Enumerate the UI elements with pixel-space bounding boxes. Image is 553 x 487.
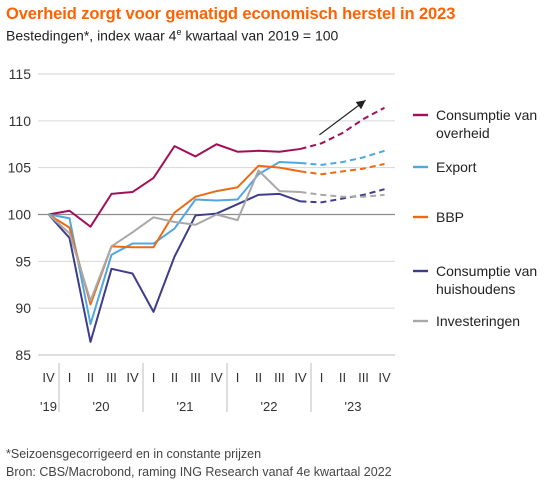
- subtitle-superscript: e: [176, 27, 182, 37]
- legend-label-3-1: huishoudens: [436, 281, 515, 297]
- chart-subtitle: Bestedingen*, index waar 4e kwartaal van…: [6, 27, 338, 44]
- legend-label-3-0: Consumptie van: [436, 263, 537, 279]
- x-quarter-label-5: I: [152, 370, 156, 385]
- series-forecast-line-1: [300, 149, 385, 166]
- x-quarter-label-2: II: [87, 370, 94, 385]
- trend-arrow-head: [355, 100, 366, 110]
- x-quarter-label-12: IV: [294, 370, 307, 385]
- series-forecast-line-3: [300, 188, 385, 204]
- y-tick-label-90: 90: [15, 300, 31, 316]
- x-quarter-label-14: II: [339, 370, 346, 385]
- x-quarter-label-15: III: [358, 370, 369, 385]
- trend-arrow-shaft: [319, 99, 366, 136]
- x-year-label-1: '20: [93, 399, 110, 414]
- legend-label-1-0: Export: [436, 159, 477, 175]
- x-quarter-label-8: IV: [210, 370, 223, 385]
- footnote-adjustment: *Seizoensgecorrigeerd en in constante pr…: [6, 447, 262, 461]
- series-forecast-line-2: [300, 162, 385, 176]
- series-forecast-line-0: [300, 106, 385, 150]
- x-year-label-3: '22: [261, 399, 278, 414]
- series-line-3: [47, 192, 301, 343]
- x-quarter-label-13: I: [320, 370, 324, 385]
- x-year-label-0: '19: [40, 399, 57, 414]
- subtitle-text: Bestedingen*, index waar 4: [6, 27, 177, 44]
- series-line-0: [48, 143, 301, 228]
- y-tick-label-95: 95: [15, 253, 31, 269]
- x-quarter-label-16: IV: [378, 370, 391, 385]
- series-line-2: [47, 164, 301, 306]
- footnote-source: Bron: CBS/Macrobond, raming ING Research…: [6, 465, 392, 479]
- x-quarter-label-10: II: [255, 370, 262, 385]
- legend-label-2-0: BBP: [436, 209, 464, 225]
- x-quarter-label-4: IV: [126, 370, 139, 385]
- legend-label-0-1: overheid: [436, 125, 490, 141]
- chart-title: Overheid zorgt voor gematigd economisch …: [6, 5, 456, 23]
- subtitle-text-end: kwartaal van 2019 = 100: [181, 27, 339, 44]
- series-line-4: [47, 169, 301, 302]
- series-forecast-line-4: [300, 191, 385, 198]
- x-quarter-label-11: III: [274, 370, 285, 385]
- x-year-label-2: '21: [177, 399, 194, 414]
- x-quarter-label-6: II: [171, 370, 178, 385]
- x-quarter-label-7: III: [190, 370, 201, 385]
- y-tick-label-85: 85: [15, 347, 31, 363]
- legend-label-0-0: Consumptie van: [436, 107, 537, 123]
- y-tick-label-110: 110: [9, 113, 32, 129]
- y-tick-label-115: 115: [9, 66, 32, 82]
- y-tick-label-105: 105: [8, 160, 32, 176]
- y-tick-label-100: 100: [8, 207, 32, 223]
- series-line-1: [48, 161, 301, 326]
- legend-label-4-0: Investeringen: [436, 313, 520, 329]
- x-quarter-label-0: IV: [42, 370, 55, 385]
- x-quarter-label-1: I: [68, 370, 72, 385]
- x-year-label-4: '23: [345, 399, 362, 414]
- x-quarter-label-9: I: [236, 370, 240, 385]
- x-quarter-label-3: III: [106, 370, 117, 385]
